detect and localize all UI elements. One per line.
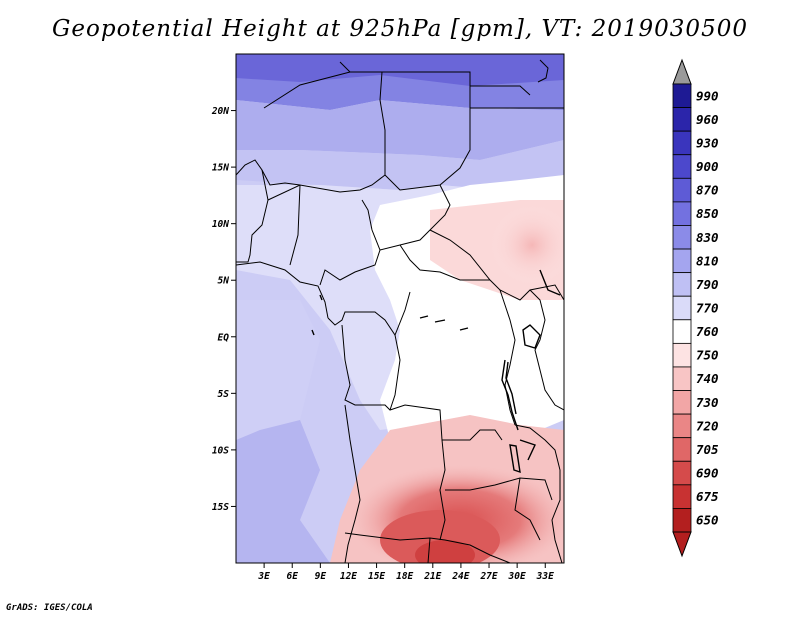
colorbar-level-label: 740 (696, 371, 719, 386)
colorbar: 990 960 930 900 870 850 830 810 790 770 760 750 740 7… (672, 58, 719, 558)
lat-tick-label: 5S (218, 389, 230, 400)
colorbar-segment (672, 319, 692, 344)
lon-tick-label: 9E (315, 571, 327, 582)
colorbar-segment (672, 295, 692, 321)
colorbar-segment (672, 248, 692, 274)
grads-credit: GrADS: IGES/COLA (6, 603, 93, 613)
colorbar-level-label: 930 (696, 135, 719, 150)
colorbar-segment (672, 177, 692, 203)
lat-tick-label: 15N (212, 163, 229, 174)
colorbar-level-label: 900 (696, 159, 719, 174)
latitude-axis: 20N 15N 10N 5N EQ 5S 10S 15S (211, 106, 236, 513)
lon-tick-label: 18E (396, 571, 413, 582)
colorbar-segment (672, 390, 692, 415)
lat-tick-label: EQ (218, 332, 230, 343)
colorbar-level-label: 675 (696, 489, 719, 504)
colorbar-bottom-arrow (672, 531, 692, 558)
lat-tick-label: 5N (218, 276, 230, 287)
colorbar-top-arrow (672, 58, 692, 85)
lat-tick-label: 10N (212, 219, 229, 230)
lon-tick-label: 6E (287, 571, 299, 582)
lon-tick-label: 21E (423, 571, 441, 582)
colorbar-segment (672, 460, 692, 486)
colorbar-level-label: 750 (696, 348, 719, 363)
lon-tick-label: 12E (340, 571, 357, 582)
colorbar-segment (672, 437, 692, 462)
lat-tick-label: 15S (212, 502, 229, 513)
colorbar-level-label: 850 (696, 206, 719, 221)
map-frame (235, 53, 565, 564)
colorbar-segment (672, 342, 692, 368)
colorbar-level-label: 730 (696, 395, 719, 410)
colorbar-segment (672, 508, 692, 533)
lon-tick-label: 3E (257, 571, 270, 582)
lakes (311, 269, 561, 474)
lat-tick-label: 20N (211, 106, 229, 117)
colorbar-level-label: 870 (696, 183, 719, 198)
colorbar-level-label: 960 (696, 112, 719, 127)
colorbar-level-label: 810 (696, 253, 719, 268)
colorbar-level-label: 990 (696, 88, 719, 103)
colorbar-segment (672, 83, 692, 108)
colorbar-level-label: 705 (696, 442, 719, 457)
colorbar-segment (672, 272, 692, 297)
lat-tick-label: 10S (212, 445, 229, 456)
lon-tick-label: 24E (451, 571, 469, 582)
colorbar-segment (672, 130, 692, 156)
colorbar-level-label: 830 (696, 230, 719, 245)
colorbar-level-label: 650 (696, 513, 719, 528)
colorbar-segment (672, 484, 692, 509)
lon-tick-label: 33E (536, 571, 554, 582)
colorbar-level-label: 760 (696, 324, 719, 339)
height-field (236, 54, 564, 563)
lon-tick-label: 27E (479, 571, 497, 582)
colorbar-segment (672, 107, 692, 132)
colorbar-level-label: 770 (696, 301, 719, 316)
colorbar-segment (672, 366, 692, 391)
lon-tick-label: 30E (508, 571, 526, 582)
lon-tick-label: 15E (368, 571, 385, 582)
colorbar-segment (672, 201, 692, 226)
map-title: Geopotential Height at 925hPa [gpm], VT:… (52, 16, 748, 42)
colorbar-segment (672, 225, 692, 250)
colorbar-segment (672, 413, 692, 439)
colorbar-segment (672, 154, 692, 179)
colorbar-level-label: 720 (696, 418, 719, 433)
country-borders (236, 59, 564, 563)
colorbar-level-label: 690 (696, 466, 719, 481)
longitude-axis: 3E 6E 9E 12E 15E 18E 21E 24E 27E 30E 33E (257, 563, 554, 582)
colorbar-level-label: 790 (696, 277, 719, 292)
